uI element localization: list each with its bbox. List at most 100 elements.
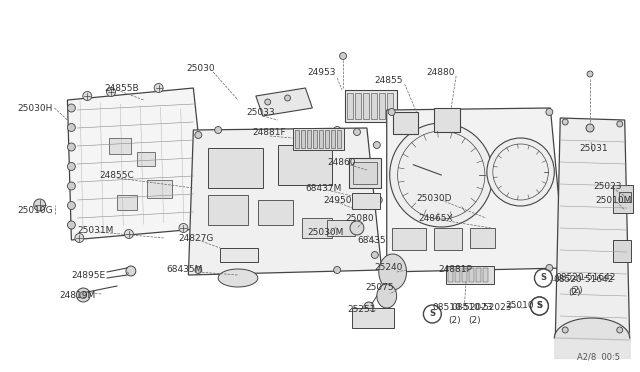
Bar: [292, 128, 344, 150]
Bar: [435, 108, 460, 132]
Bar: [476, 268, 481, 282]
Circle shape: [285, 95, 291, 101]
Circle shape: [83, 92, 92, 100]
Circle shape: [617, 327, 623, 333]
Text: 25031: 25031: [579, 144, 608, 153]
Text: 25023: 25023: [593, 182, 621, 190]
Bar: [446, 266, 494, 284]
Text: 25031M: 25031M: [77, 225, 114, 234]
Text: A2/8  00:5: A2/8 00:5: [577, 353, 620, 362]
Circle shape: [546, 109, 553, 115]
Text: 68435: 68435: [357, 235, 386, 244]
Text: 24855: 24855: [375, 76, 403, 84]
Bar: [371, 93, 377, 119]
Polygon shape: [379, 254, 406, 290]
Circle shape: [340, 52, 347, 60]
Text: 68437M: 68437M: [305, 183, 342, 192]
Circle shape: [388, 109, 395, 115]
Bar: [117, 195, 137, 210]
Bar: [355, 93, 361, 119]
Text: 25080: 25080: [345, 214, 374, 222]
Bar: [331, 130, 335, 148]
Bar: [448, 268, 453, 282]
Text: 25010M: 25010M: [595, 196, 631, 205]
Polygon shape: [67, 88, 208, 240]
Bar: [469, 268, 474, 282]
Circle shape: [67, 124, 76, 131]
Circle shape: [562, 327, 568, 333]
Text: 08520-51642: 08520-51642: [554, 276, 614, 285]
Bar: [337, 130, 341, 148]
Circle shape: [67, 104, 76, 112]
Polygon shape: [256, 88, 312, 116]
Text: 68435M: 68435M: [166, 266, 203, 275]
Text: 24950: 24950: [323, 196, 352, 205]
Text: 24865X: 24865X: [419, 214, 453, 222]
Bar: [455, 268, 460, 282]
Text: 24895E: 24895E: [72, 270, 106, 279]
Text: 25010: 25010: [506, 301, 534, 311]
Text: 08510-52023: 08510-52023: [433, 304, 493, 312]
Circle shape: [80, 292, 87, 298]
Polygon shape: [387, 108, 565, 272]
Bar: [325, 130, 329, 148]
Text: 25251: 25251: [347, 305, 376, 314]
Text: 24953: 24953: [307, 67, 336, 77]
Circle shape: [76, 288, 90, 302]
Circle shape: [390, 123, 493, 227]
Circle shape: [562, 119, 568, 125]
Circle shape: [67, 163, 76, 170]
Bar: [137, 152, 155, 166]
Circle shape: [126, 266, 136, 276]
Circle shape: [350, 221, 364, 235]
Text: 08510-52023: 08510-52023: [451, 304, 511, 312]
Circle shape: [195, 131, 202, 138]
Bar: [470, 228, 495, 248]
Bar: [208, 195, 248, 225]
Circle shape: [531, 297, 548, 315]
Text: 25030M: 25030M: [307, 228, 344, 237]
Bar: [208, 148, 263, 188]
Text: (2): (2): [570, 285, 583, 295]
Circle shape: [214, 126, 221, 134]
Circle shape: [373, 141, 380, 148]
Circle shape: [195, 266, 202, 273]
Polygon shape: [188, 128, 382, 275]
Circle shape: [67, 221, 76, 229]
Bar: [392, 228, 426, 250]
Circle shape: [617, 121, 623, 127]
Text: 24855C: 24855C: [99, 170, 134, 180]
Bar: [347, 93, 353, 119]
Circle shape: [424, 305, 441, 323]
Bar: [147, 180, 172, 198]
Bar: [363, 93, 369, 119]
Circle shape: [107, 87, 116, 96]
Circle shape: [67, 143, 76, 151]
Circle shape: [179, 224, 188, 232]
Text: 25240: 25240: [375, 263, 403, 273]
Bar: [345, 90, 397, 122]
Bar: [435, 228, 462, 250]
Bar: [327, 220, 355, 236]
Bar: [314, 130, 317, 148]
Text: 25030D: 25030D: [417, 193, 452, 202]
Circle shape: [67, 182, 76, 190]
Bar: [301, 130, 305, 148]
Text: S: S: [536, 301, 543, 311]
Circle shape: [487, 138, 554, 206]
Polygon shape: [377, 284, 397, 308]
Bar: [379, 93, 385, 119]
Circle shape: [265, 99, 271, 105]
Bar: [353, 162, 377, 184]
Bar: [613, 240, 630, 262]
Text: (2): (2): [468, 315, 481, 324]
Circle shape: [388, 264, 395, 272]
Bar: [307, 130, 312, 148]
Text: 25030: 25030: [186, 64, 215, 73]
Text: 25030H: 25030H: [18, 103, 53, 112]
Circle shape: [586, 124, 594, 132]
Circle shape: [333, 266, 340, 273]
Bar: [319, 130, 323, 148]
Text: 24881F: 24881F: [253, 128, 287, 137]
Bar: [109, 138, 131, 154]
